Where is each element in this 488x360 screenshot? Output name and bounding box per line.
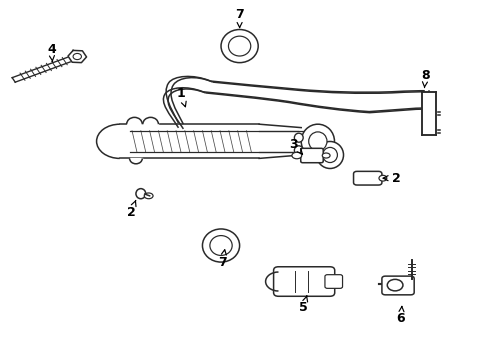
FancyBboxPatch shape [381, 276, 413, 295]
Polygon shape [68, 50, 86, 63]
FancyBboxPatch shape [300, 148, 323, 163]
Text: 3: 3 [288, 138, 302, 154]
Text: 4: 4 [47, 43, 56, 62]
FancyBboxPatch shape [324, 275, 342, 288]
Circle shape [73, 53, 81, 60]
Ellipse shape [291, 152, 301, 159]
Circle shape [386, 279, 402, 291]
Ellipse shape [209, 235, 232, 256]
Text: 2: 2 [382, 172, 400, 185]
Bar [421, 92, 435, 135]
Bar [120, 124, 259, 158]
Ellipse shape [301, 124, 334, 158]
Ellipse shape [144, 193, 153, 199]
Ellipse shape [228, 36, 250, 56]
Ellipse shape [221, 30, 258, 63]
Ellipse shape [136, 189, 145, 199]
Text: 1: 1 [176, 87, 186, 107]
FancyBboxPatch shape [353, 171, 381, 185]
Text: 2: 2 [126, 201, 136, 219]
Text: 5: 5 [298, 296, 307, 314]
Ellipse shape [322, 153, 329, 158]
Text: 7: 7 [235, 8, 244, 27]
Ellipse shape [294, 146, 303, 155]
Text: 7: 7 [218, 250, 226, 269]
Ellipse shape [294, 133, 303, 142]
Ellipse shape [202, 229, 239, 262]
Ellipse shape [322, 148, 337, 163]
Ellipse shape [378, 175, 386, 181]
Text: 8: 8 [420, 69, 429, 88]
Ellipse shape [316, 141, 343, 168]
FancyBboxPatch shape [273, 267, 334, 296]
Ellipse shape [308, 132, 326, 151]
Text: 6: 6 [396, 306, 405, 325]
